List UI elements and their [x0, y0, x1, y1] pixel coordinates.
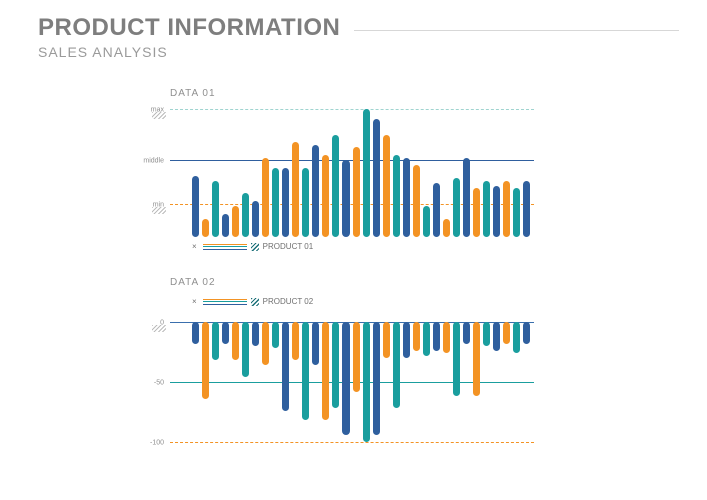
- bar: [443, 322, 450, 353]
- ref-tag-neg100: -100: [150, 440, 164, 447]
- bar: [212, 322, 219, 360]
- ref-tag-neg50: -50: [154, 380, 164, 387]
- bar: [252, 322, 259, 346]
- bar: [523, 322, 530, 344]
- bar: [302, 322, 309, 420]
- bar: [272, 168, 279, 237]
- bar: [453, 178, 460, 237]
- bar: [493, 322, 500, 351]
- bar: [353, 322, 360, 392]
- bar: [503, 181, 510, 237]
- bar: [262, 158, 269, 237]
- bar: [322, 155, 329, 237]
- bar: [373, 119, 380, 237]
- bar: [393, 322, 400, 408]
- bar: [403, 322, 410, 358]
- bar: [302, 168, 309, 237]
- legend-lines-icon: [203, 244, 247, 250]
- bar: [523, 181, 530, 237]
- bar: [242, 193, 249, 237]
- bar: [192, 322, 199, 344]
- chart-01-bars: [192, 109, 530, 237]
- bar: [363, 322, 370, 442]
- ref-line-neg100: -100: [170, 442, 534, 443]
- bar: [513, 322, 520, 353]
- page-subtitle: SALES ANALYSIS: [38, 44, 679, 60]
- bar: [212, 181, 219, 237]
- bar: [202, 219, 209, 237]
- bar: [363, 109, 370, 237]
- legend-hatch-icon: [251, 243, 259, 251]
- bar: [433, 322, 440, 351]
- bar: [453, 322, 460, 396]
- chart-data-02: DATA 02 × PRODUCT 02 -100-500: [170, 277, 534, 442]
- header-rule: [354, 30, 679, 31]
- bar: [383, 322, 390, 358]
- bar: [473, 322, 480, 396]
- bar: [192, 176, 199, 237]
- bar: [493, 186, 500, 237]
- bar: [202, 322, 209, 399]
- legend-close-icon: ×: [192, 242, 197, 251]
- bar: [463, 158, 470, 237]
- bar: [282, 322, 289, 411]
- chart-data-01: DATA 01 minmiddlemax × PRODUCT 01: [170, 88, 534, 237]
- chart-01-plot: minmiddlemax: [170, 109, 534, 237]
- bar: [353, 147, 360, 237]
- bar: [272, 322, 279, 348]
- bar: [242, 322, 249, 377]
- bar: [423, 322, 430, 356]
- ref-swatch-max: [152, 112, 166, 119]
- bar: [403, 158, 410, 237]
- bar: [232, 322, 239, 360]
- page-header: PRODUCT INFORMATION: [38, 14, 679, 42]
- bar: [393, 155, 400, 237]
- bar: [222, 322, 229, 344]
- chart-01-label: DATA 01: [170, 88, 534, 99]
- bar: [232, 206, 239, 237]
- chart-02-plot: -100-500: [170, 298, 534, 442]
- bar: [312, 145, 319, 237]
- page: PRODUCT INFORMATION SALES ANALYSIS DATA …: [0, 0, 707, 500]
- bar: [433, 183, 440, 237]
- bar: [292, 142, 299, 237]
- page-title: PRODUCT INFORMATION: [38, 14, 340, 42]
- bar: [443, 219, 450, 237]
- bar: [252, 201, 259, 237]
- bar: [312, 322, 319, 365]
- ref-swatch-min: [152, 207, 166, 214]
- bar: [262, 322, 269, 365]
- chart-01-legend: × PRODUCT 01: [192, 242, 313, 251]
- bar: [282, 168, 289, 237]
- bar: [322, 322, 329, 420]
- legend-text: PRODUCT 01: [263, 242, 314, 251]
- bar: [222, 214, 229, 237]
- ref-swatch-zero: [152, 325, 166, 332]
- bar: [383, 135, 390, 237]
- bar: [413, 322, 420, 351]
- bar: [463, 322, 470, 344]
- bar: [342, 160, 349, 237]
- bar: [423, 206, 430, 237]
- bar: [332, 135, 339, 237]
- bar: [483, 181, 490, 237]
- chart-02-label: DATA 02: [170, 277, 534, 288]
- bar: [503, 322, 510, 344]
- bar: [513, 188, 520, 237]
- ref-tag-middle: middle: [143, 158, 164, 165]
- chart-02-bars: [192, 322, 530, 442]
- bar: [373, 322, 380, 435]
- bar: [473, 188, 480, 237]
- bar: [413, 165, 420, 237]
- bar: [332, 322, 339, 408]
- bar: [483, 322, 490, 346]
- bar: [342, 322, 349, 435]
- bar: [292, 322, 299, 360]
